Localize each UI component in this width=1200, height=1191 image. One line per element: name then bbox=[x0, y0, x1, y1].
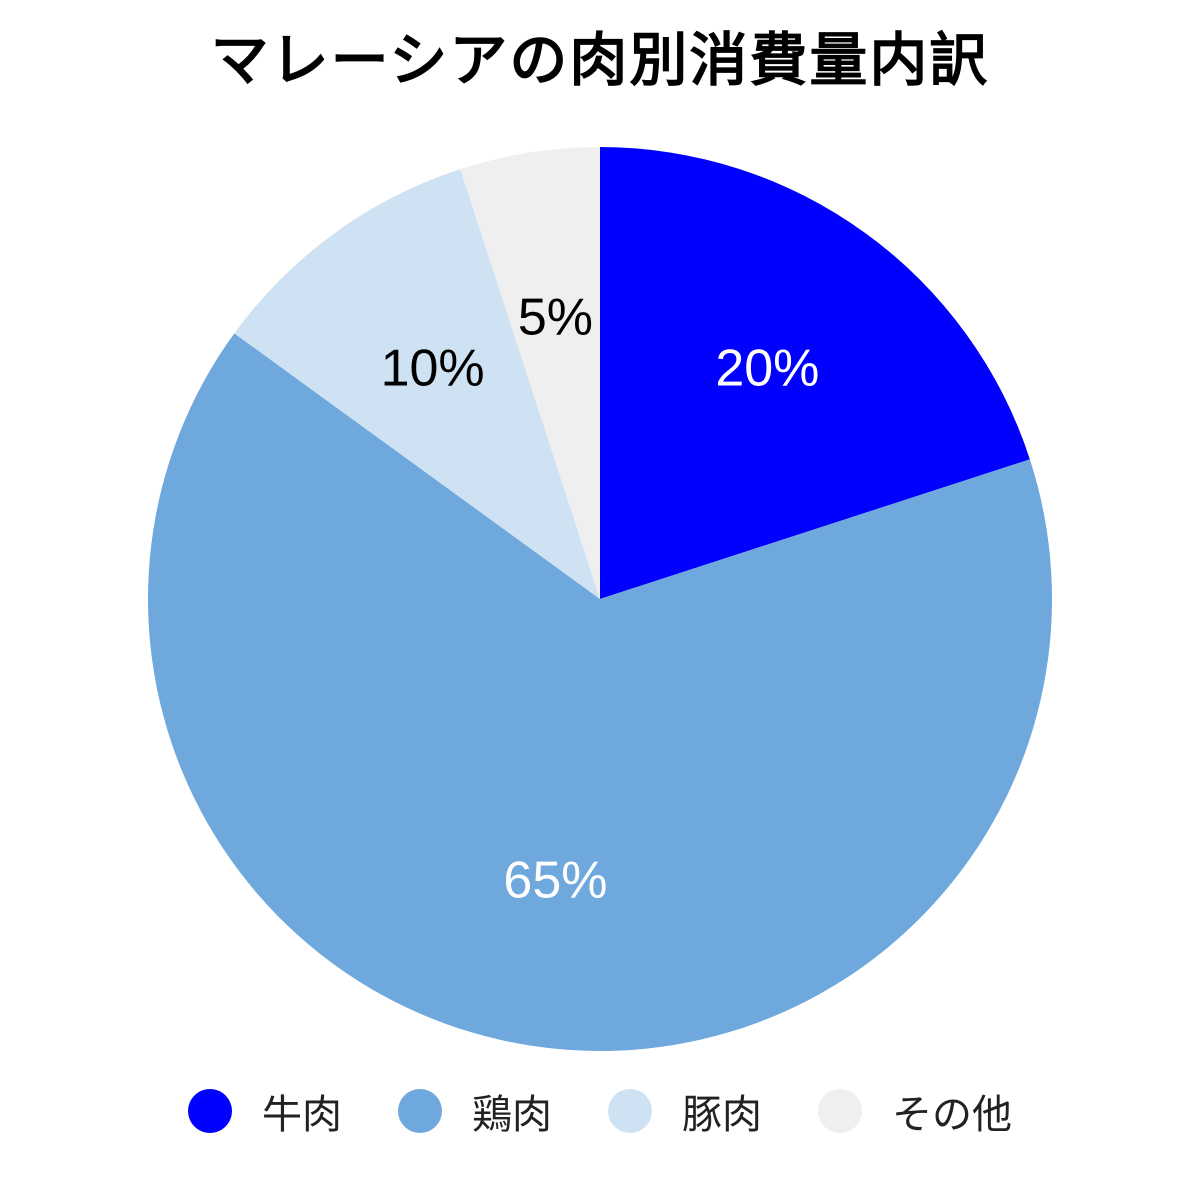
legend-item-chicken: 鶏肉 bbox=[398, 1082, 552, 1140]
pie-slice-chicken bbox=[147, 333, 1052, 1052]
pie-value-label-chicken: 65% bbox=[503, 851, 607, 909]
pie-value-label-beef: 20% bbox=[715, 340, 819, 398]
legend-swatch-icon bbox=[398, 1089, 442, 1133]
legend-label: 豚肉 bbox=[682, 1092, 762, 1138]
legend-swatch-icon bbox=[188, 1089, 232, 1133]
pie-slice-beef bbox=[600, 147, 1030, 599]
legend-label: 鶏肉 bbox=[472, 1092, 552, 1138]
pie-value-labels: 20% 65% 10% 5% bbox=[381, 289, 820, 910]
legend-label: 牛肉 bbox=[262, 1092, 342, 1138]
pie-slices bbox=[147, 147, 1052, 1052]
legend-label: その他 bbox=[892, 1092, 1012, 1138]
legend-swatch-icon bbox=[608, 1089, 652, 1133]
pie-value-label-other: 5% bbox=[518, 289, 593, 347]
pie-slice-other bbox=[460, 147, 600, 599]
pie-value-label-pork: 10% bbox=[381, 340, 485, 398]
legend-item-other: その他 bbox=[818, 1082, 1012, 1140]
legend-item-pork: 豚肉 bbox=[608, 1082, 762, 1140]
chart-title: マレーシアの肉別消費量内訳 bbox=[210, 26, 990, 94]
legend-item-beef: 牛肉 bbox=[188, 1082, 342, 1140]
legend-swatch-icon bbox=[818, 1089, 862, 1133]
pie-slice-pork bbox=[234, 169, 600, 600]
legend: 牛肉 鶏肉 豚肉 その他 bbox=[0, 1081, 1200, 1141]
